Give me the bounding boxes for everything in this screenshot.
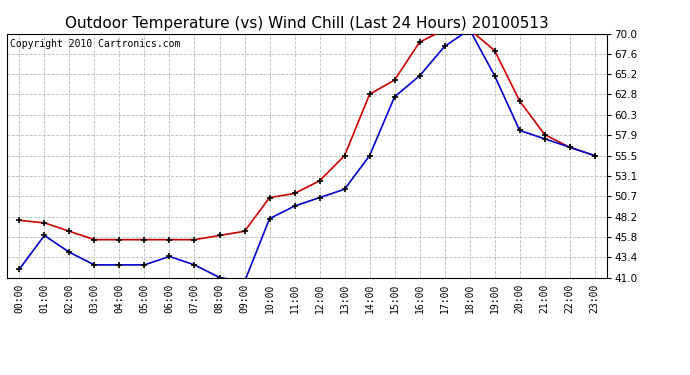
Text: Copyright 2010 Cartronics.com: Copyright 2010 Cartronics.com [10,39,180,49]
Title: Outdoor Temperature (vs) Wind Chill (Last 24 Hours) 20100513: Outdoor Temperature (vs) Wind Chill (Las… [65,16,549,31]
